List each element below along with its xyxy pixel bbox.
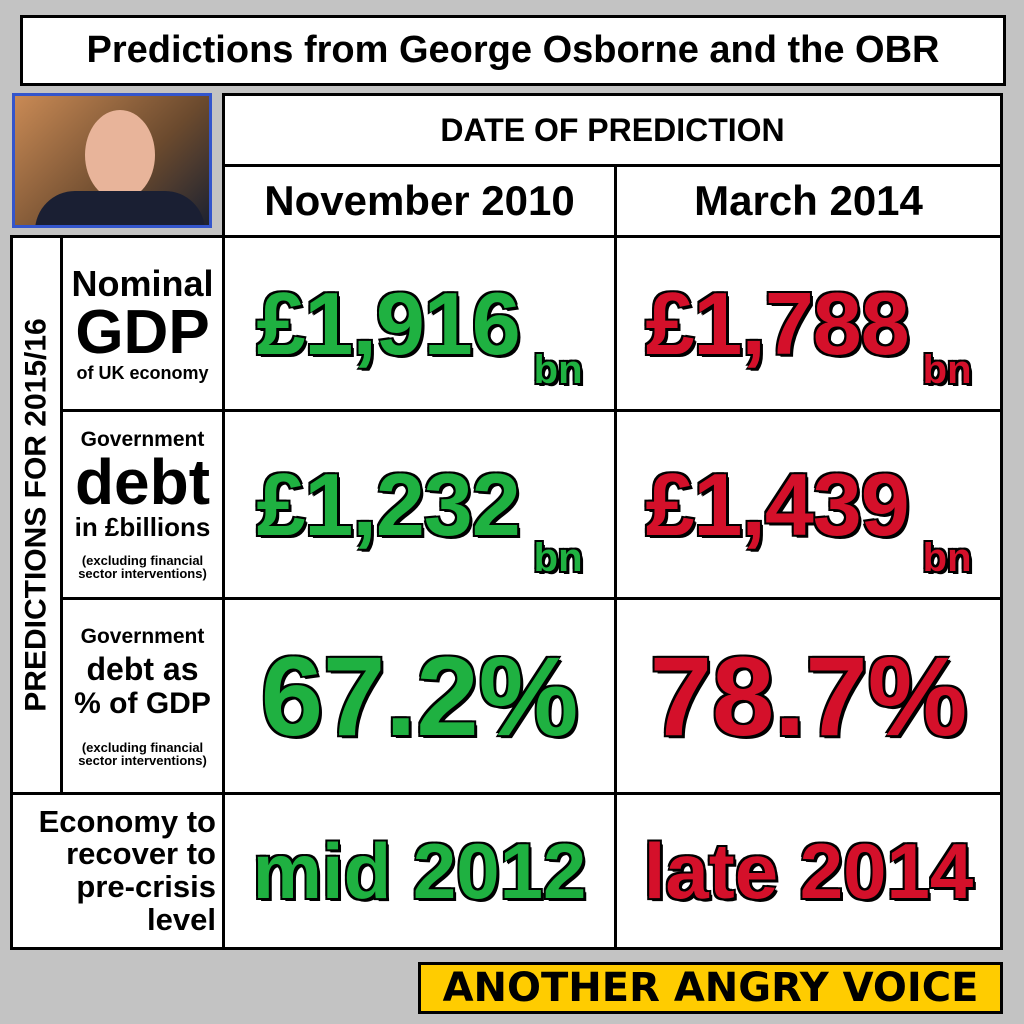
column-header-text: March 2014 [694,177,923,224]
photo [12,93,212,228]
unit: bn [922,348,972,392]
header-caption-text: DATE OF PREDICTION [440,111,785,148]
title-box: Predictions from George Osborne and the … [20,15,1006,86]
amount: £1,916 [256,273,520,373]
label-line: in £billions [74,512,211,542]
value-cell: £1,916 bn [222,235,617,412]
row-label: Government debt in £billions (excluding … [60,409,225,600]
side-label-box: PREDICTIONS FOR 2015/16 [10,235,63,795]
amount: mid 2012 [252,826,587,915]
label-line: debt as [86,650,199,687]
amount: £1,232 [256,454,520,554]
photo-suit [35,191,205,225]
label-line: (excluding financial sector intervention… [78,739,207,768]
row-label: Nominal GDP of UK economy [60,235,225,412]
photo-face [85,110,155,200]
value-cell: 78.7% [614,597,1003,795]
unit: bn [533,348,583,392]
label-line: % of GDP [74,686,211,720]
unit: bn [533,536,583,580]
row-label: Economy to recover to pre-crisis level [10,792,225,950]
unit: bn [922,536,972,580]
amount: 78.7% [649,633,968,759]
column-header: March 2014 [614,164,1003,238]
title: Predictions from George Osborne and the … [86,29,940,71]
footer-box: ANOTHER ANGRY VOICE [418,962,1003,1014]
label-line: GDP [75,297,210,367]
value-cell: £1,232 bn [222,409,617,600]
amount: 67.2% [260,633,579,759]
label-line: debt [74,446,211,518]
amount: £1,439 [645,454,909,554]
value-cell: mid 2012 [222,792,617,950]
column-header: November 2010 [222,164,617,238]
row-label: Government debt as % of GDP (excluding f… [60,597,225,795]
value-cell: 67.2% [222,597,617,795]
header-caption: DATE OF PREDICTION [222,93,1003,167]
label-line: Nominal [71,262,214,304]
amount: late 2014 [643,826,974,915]
label-line: Government [80,428,205,451]
label-line: Economy to recover to pre-crisis level [38,803,216,937]
label-line: of UK economy [76,362,209,383]
side-label: PREDICTIONS FOR 2015/16 [19,318,53,712]
label-line: (excluding financial sector intervention… [78,553,207,581]
value-cell: £1,439 bn [614,409,1003,600]
footer: ANOTHER ANGRY VOICE [442,965,979,1011]
value-cell: £1,788 bn [614,235,1003,412]
label-line: Government [80,624,205,648]
amount: £1,788 [645,273,909,373]
value-cell: late 2014 [614,792,1003,950]
column-header-text: November 2010 [264,177,575,224]
